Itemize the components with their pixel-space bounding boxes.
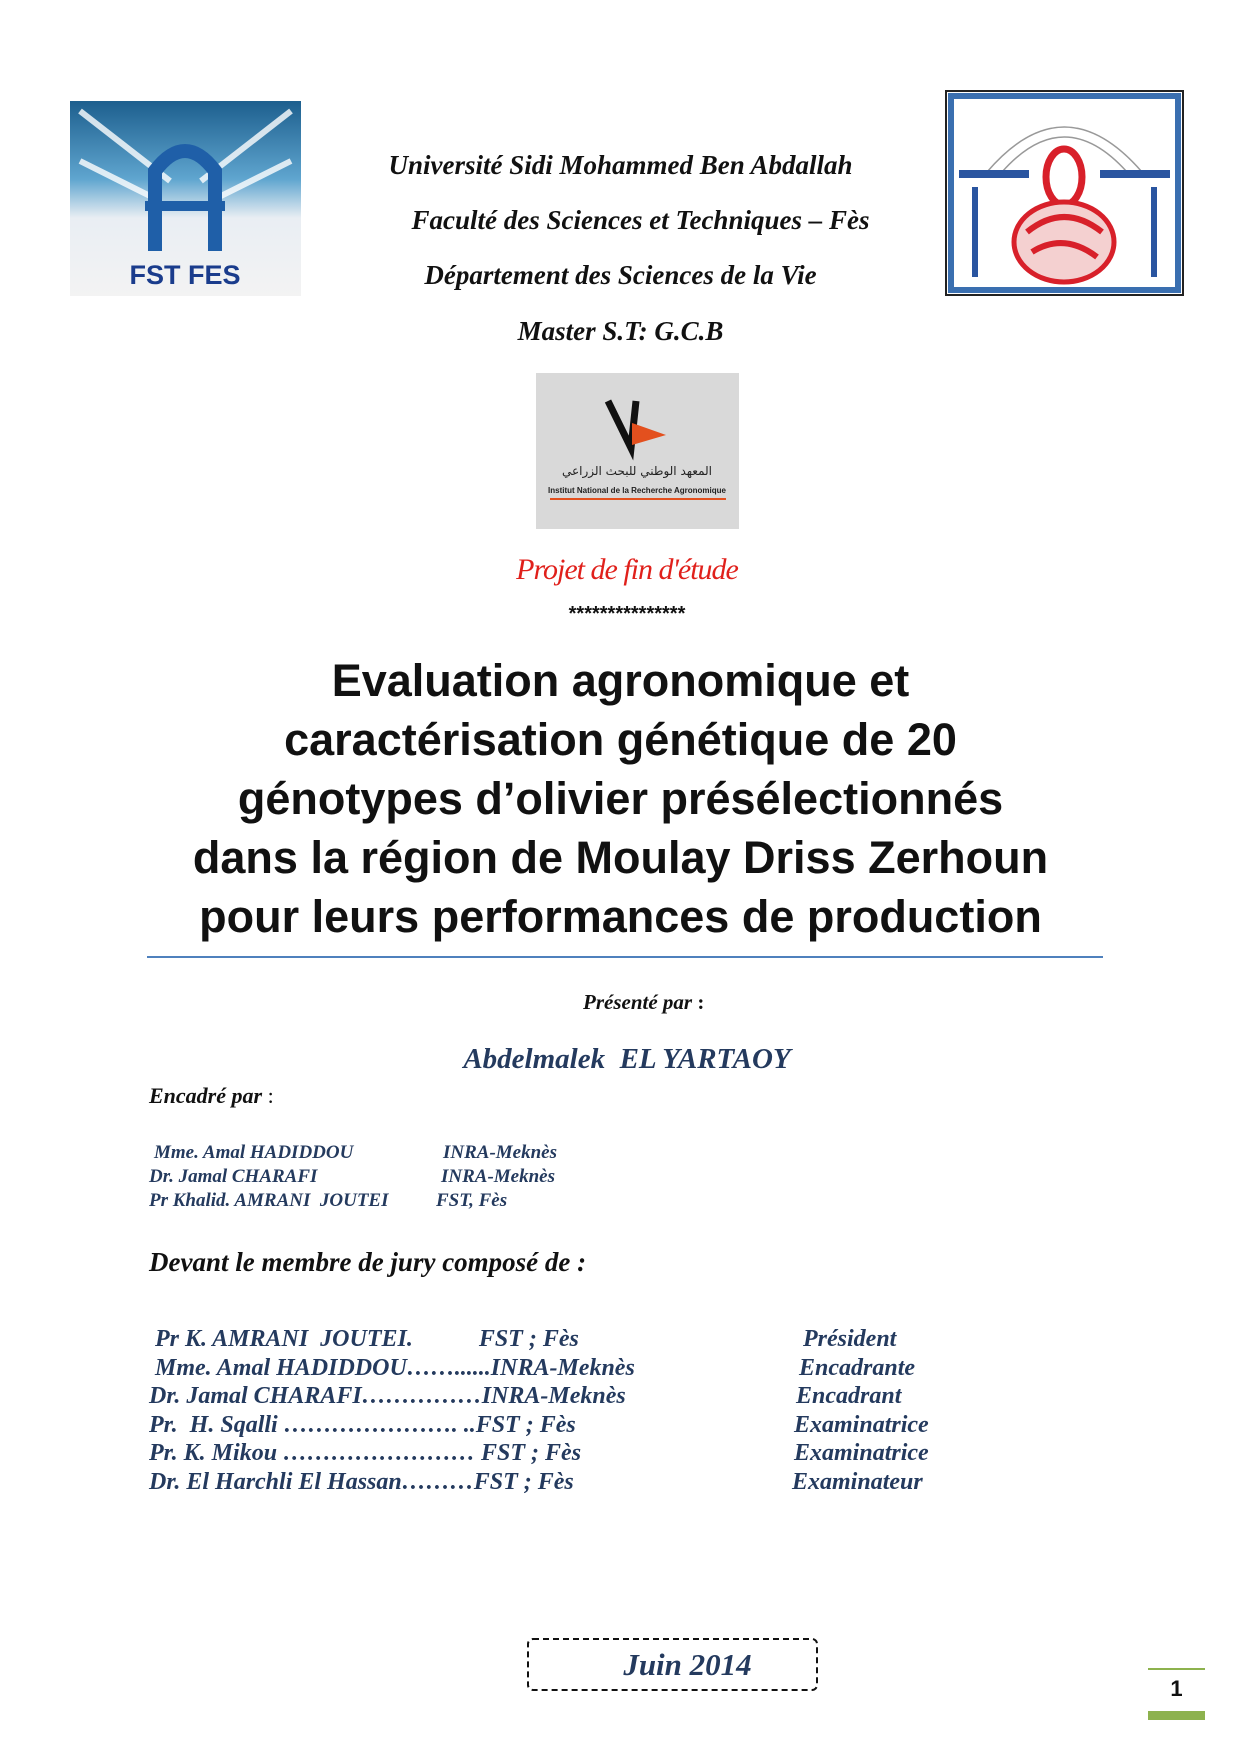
jury-role: Examinateur bbox=[792, 1469, 923, 1495]
date: Juin 2014 bbox=[623, 1647, 752, 1682]
jury-role: Encadrant bbox=[796, 1383, 902, 1410]
svg-text:FST FES: FST FES bbox=[129, 260, 240, 290]
document-title: Evaluation agronomique et caractérisatio… bbox=[0, 651, 1241, 946]
stars-separator: *************** bbox=[568, 603, 686, 625]
page-number-top-rule bbox=[1148, 1668, 1205, 1670]
supervised-by: Encadré par : bbox=[149, 1083, 274, 1109]
master-program: Master S.T: G.C.B bbox=[517, 316, 724, 346]
supervisor-name: Mme. Amal HADIDDOU bbox=[154, 1142, 354, 1163]
fst-fes-logo: FST FES bbox=[70, 101, 301, 296]
jury-role: Examinatrice bbox=[794, 1411, 929, 1438]
title-underline bbox=[147, 956, 1103, 958]
department-name: Département des Sciences de la Vie bbox=[424, 260, 817, 290]
faculty-name: Faculté des Sciences et Techniques – Fès bbox=[411, 205, 870, 235]
jury-role: Encadrante bbox=[799, 1354, 916, 1381]
university-name: Université Sidi Mohammed Ben Abdallah bbox=[388, 150, 853, 180]
jury-member: Dr. Jamal CHARAFI……………INRA-Meknès bbox=[149, 1383, 626, 1410]
page-number-bottom-bar bbox=[1148, 1711, 1205, 1720]
title-line: dans la région de Moulay Driss Zerhoun bbox=[192, 832, 1049, 883]
page-number: 1 bbox=[1170, 1676, 1183, 1701]
presented-by-colon: : bbox=[692, 990, 705, 1014]
supervisor-name: Pr Khalid. AMRANI JOUTEI bbox=[149, 1190, 389, 1211]
supervised-by-colon: : bbox=[262, 1083, 274, 1108]
supervised-by-label: Encadré par bbox=[149, 1083, 263, 1108]
jury-member: Pr. K. Mikou …………………… FST ; Fès bbox=[149, 1440, 582, 1467]
svg-text:Institut National de la Recher: Institut National de la Recherche Agrono… bbox=[548, 486, 727, 495]
jury-member: Pr. H. Sqalli …………………. ..FST ; Fès bbox=[149, 1411, 576, 1438]
jury-role: Président bbox=[803, 1326, 897, 1352]
title-line: pour leurs performances de production bbox=[199, 891, 1042, 942]
author-name: Abdelmalek EL YARTAOY bbox=[463, 1043, 791, 1075]
supervisor-affiliation: INRA-Meknès bbox=[443, 1142, 558, 1163]
jury-member: Pr K. AMRANI JOUTEI. FST ; Fès bbox=[155, 1326, 579, 1352]
title-line: Evaluation agronomique et bbox=[331, 655, 910, 706]
inra-logo: المعهد الوطني للبحث الزراعي Institut Nat… bbox=[536, 373, 739, 529]
title-line: génotypes d’olivier présélectionnés bbox=[237, 773, 1004, 824]
supervisor-affiliation: INRA-Meknès bbox=[441, 1166, 556, 1187]
jury-heading: Devant le membre de jury composé de : bbox=[149, 1247, 587, 1277]
jury-member: Mme. Amal HADIDDOU……......INRA-Meknès bbox=[155, 1354, 635, 1381]
supervisor-affiliation: FST, Fès bbox=[436, 1190, 508, 1211]
jury-role: Examinatrice bbox=[794, 1440, 929, 1467]
title-line: caractérisation génétique de 20 bbox=[284, 714, 957, 765]
supervisor-name: Dr. Jamal CHARAFI bbox=[149, 1166, 318, 1187]
presented-by: Présenté par : bbox=[583, 990, 704, 1015]
svg-text:المعهد الوطني للبحث الزراعي: المعهد الوطني للبحث الزراعي bbox=[562, 464, 712, 479]
presented-by-label: Présenté par bbox=[583, 990, 693, 1014]
date-box: Juin 2014 bbox=[527, 1638, 818, 1691]
university-logo bbox=[945, 90, 1184, 296]
jury-member: Dr. El Harchli El Hassan………FST ; Fès bbox=[149, 1469, 574, 1495]
project-label: Projet de fin d'étude bbox=[516, 553, 739, 586]
